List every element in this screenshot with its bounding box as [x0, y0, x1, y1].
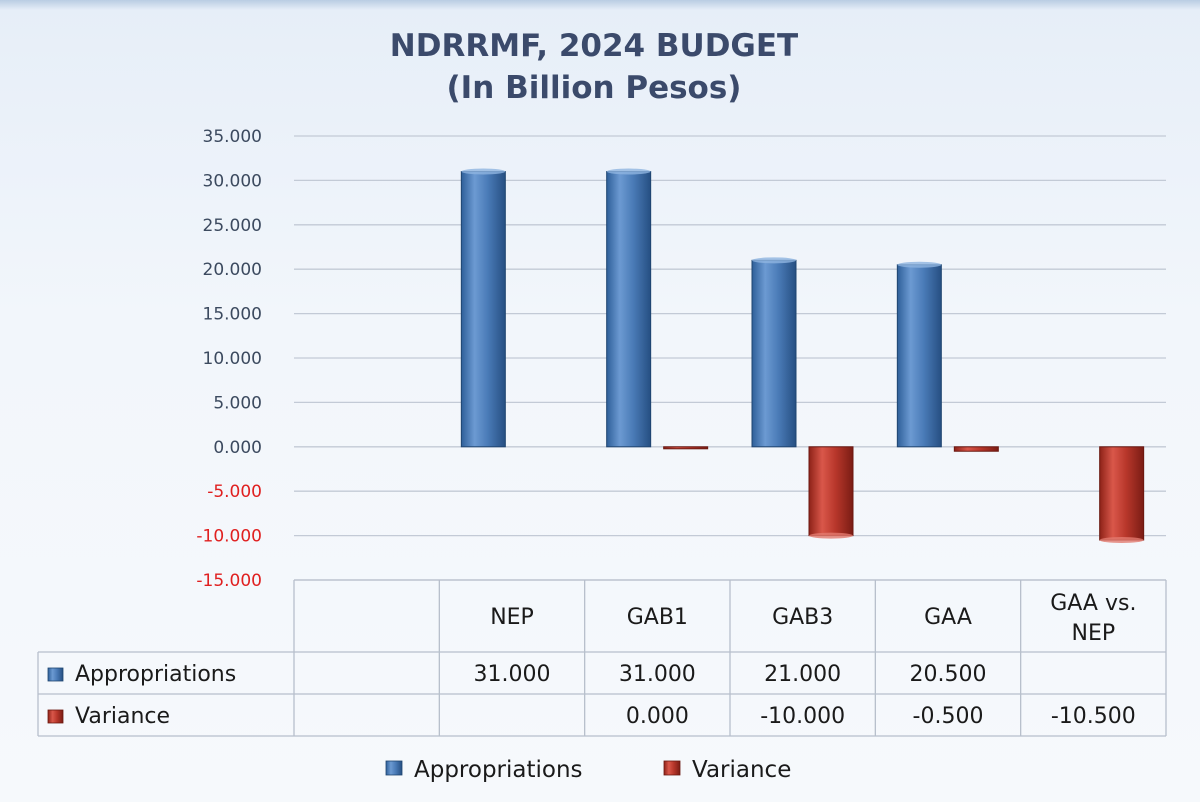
appropriations-bar	[896, 264, 942, 448]
table-header-cell: NEP	[490, 605, 534, 630]
legend-label: Appropriations	[414, 757, 583, 783]
y-tick-label: 0.000	[213, 438, 262, 458]
variance-bar	[808, 446, 854, 537]
table-header-cell: GAA	[924, 605, 972, 630]
table-row-label: Appropriations	[75, 662, 236, 687]
table-value-cell: -10.000	[760, 704, 845, 729]
variance-bar	[953, 446, 999, 452]
variance-legend-key	[663, 760, 681, 776]
table-header-cell: GAB1	[627, 605, 688, 630]
appropriations-bar-cap	[461, 168, 506, 175]
table-value-cell: 21.000	[764, 662, 841, 687]
table-value-cell: 31.000	[619, 662, 696, 687]
table-value-cell: 20.500	[910, 662, 987, 687]
table-value-cell: 31.000	[474, 662, 551, 687]
data-table: NEP GAB1 GAB3 GAA GAA vs. NEP Appropriations 31…	[37, 579, 1167, 737]
table-header-cell: GAA vs.	[1050, 591, 1136, 616]
table-header-cell: GAB3	[772, 605, 833, 630]
variance-bar	[1099, 446, 1145, 541]
y-tick-label: -10.000	[196, 527, 262, 547]
table-header-cell: NEP	[1072, 621, 1116, 646]
appropriations-bar	[751, 259, 797, 448]
legend-label: Variance	[692, 757, 791, 783]
table-value-cell: -0.500	[913, 704, 984, 729]
y-tick-label: -5.000	[207, 482, 262, 502]
y-tick-label: 25.000	[203, 216, 262, 236]
variance-row-key	[47, 709, 64, 724]
top-border-strip	[0, 0, 1200, 10]
y-tick-label: 5.000	[213, 393, 262, 413]
gridlines	[294, 135, 1166, 581]
y-tick-label: 15.000	[203, 305, 262, 325]
variance-bar-cap	[1099, 537, 1144, 544]
legend: Appropriations Variance	[385, 757, 791, 783]
variance-bar-cap	[809, 532, 853, 539]
chart-subtitle: (In Billion Pesos)	[447, 70, 742, 106]
variance-bar	[663, 446, 709, 450]
appropriations-bar	[460, 171, 506, 448]
y-tick-label: 10.000	[203, 349, 262, 369]
bars	[460, 168, 1145, 544]
appropriations-bar-cap	[897, 261, 942, 268]
appropriations-row-key	[47, 667, 64, 682]
table-row-label: Variance	[75, 704, 170, 729]
y-tick-label: 20.000	[203, 260, 262, 280]
appropriations-legend-key	[385, 760, 403, 776]
y-axis-ticks: 35.000 30.000 25.000 20.000 15.000 10.000 5.00…	[196, 127, 262, 591]
y-tick-label: 35.000	[203, 127, 262, 147]
y-tick-label: -15.000	[196, 571, 262, 591]
y-tick-label: 30.000	[203, 171, 262, 191]
appropriations-bar-cap	[752, 257, 796, 264]
appropriations-bar-cap	[606, 168, 651, 175]
chart-title: NDRRMF, 2024 BUDGET	[390, 28, 798, 64]
appropriations-bar	[606, 171, 652, 448]
table-value-cell: -10.500	[1051, 704, 1136, 729]
table-value-cell: 0.000	[626, 704, 689, 729]
